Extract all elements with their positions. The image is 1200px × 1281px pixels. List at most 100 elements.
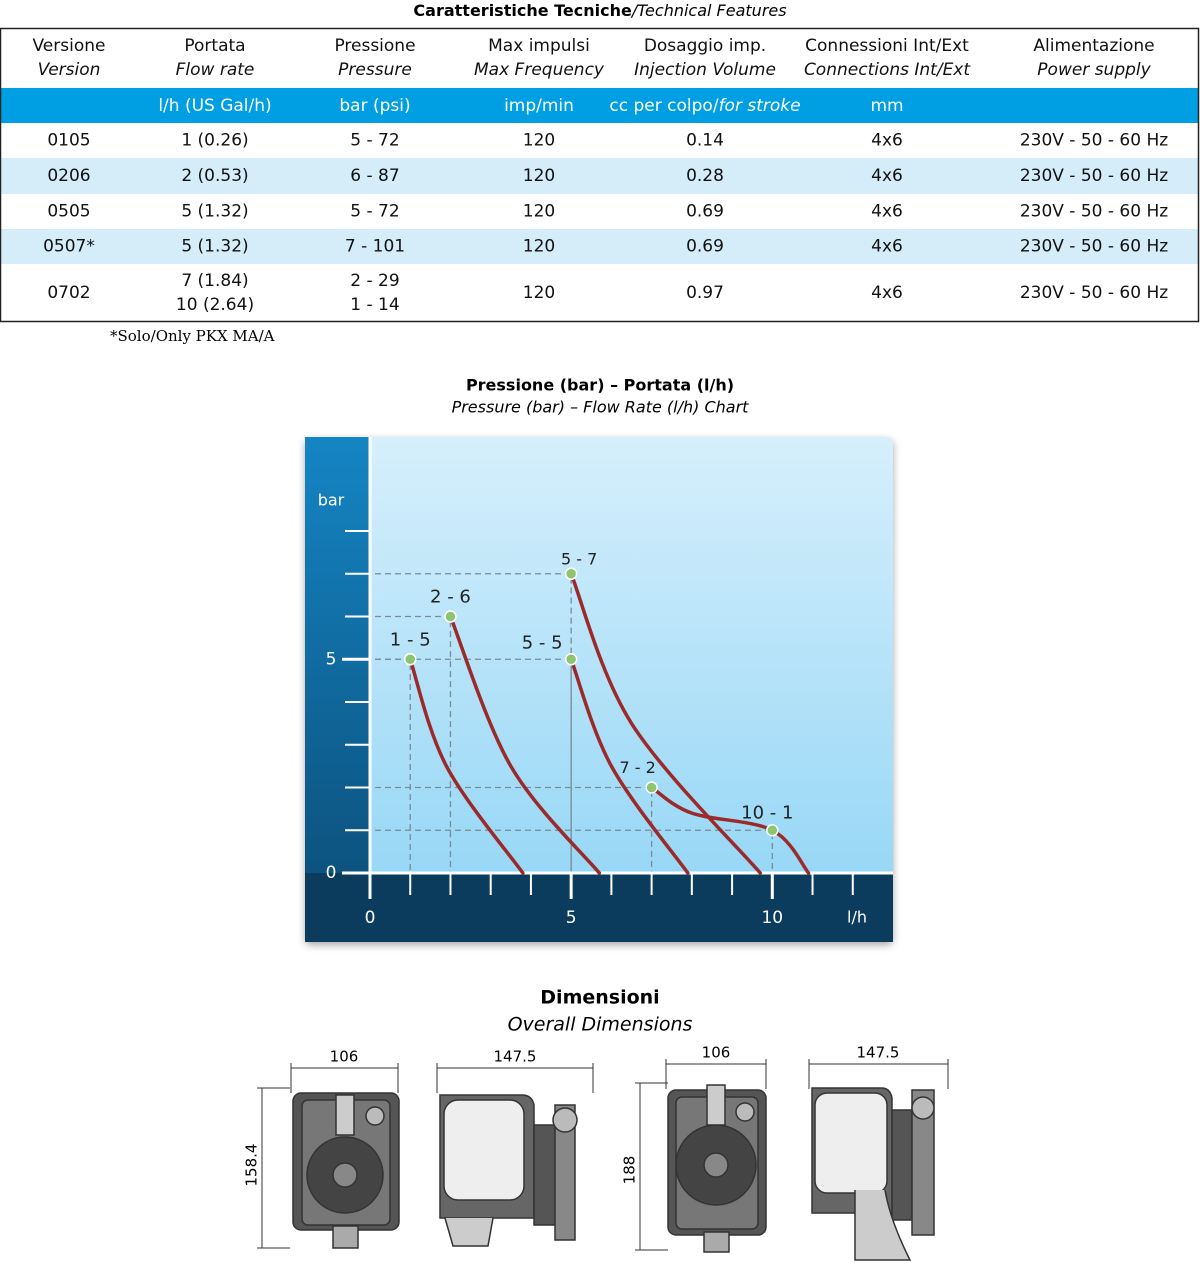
cell: 4x6	[871, 166, 903, 186]
cell: 4x6	[871, 131, 903, 151]
unit-part: cc per colpo/	[609, 96, 718, 116]
y-axis-label: bar	[318, 491, 345, 510]
row-bg	[1, 229, 1199, 264]
marker-label: 1 - 5	[390, 629, 431, 650]
cell: 0.69	[686, 202, 724, 222]
dims-title: Dimensioni	[540, 987, 659, 1009]
cell: 230V - 50 - 60 Hz	[1020, 166, 1168, 186]
unit: cc per colpo/for stroke	[609, 96, 800, 116]
cell: 120	[523, 237, 555, 257]
cell: 0.14	[686, 131, 724, 151]
marker-label: 7 - 2	[619, 758, 655, 777]
x-tick-label: 5	[566, 908, 577, 928]
cell: 1 - 14	[350, 295, 399, 315]
x-tick-label: 10	[761, 908, 783, 928]
dim-label: 147.5	[857, 1044, 900, 1062]
dim-line	[665, 1059, 767, 1089]
header-en: Version	[38, 60, 101, 80]
marker	[564, 653, 578, 666]
header-en: Injection Volume	[634, 60, 776, 80]
unit: bar (psi)	[339, 96, 410, 116]
cell: 7 - 101	[345, 237, 405, 257]
cell: 0702	[47, 283, 90, 303]
header-it: Portata	[184, 36, 245, 56]
cell: 230V - 50 - 60 Hz	[1020, 237, 1168, 257]
header-it: Max impulsi	[488, 36, 590, 56]
marker	[564, 567, 578, 581]
header-en: Power supply	[1037, 60, 1151, 80]
x-axis-band	[305, 873, 893, 942]
curve	[408, 657, 525, 875]
cell: 230V - 50 - 60 Hz	[1020, 202, 1168, 222]
header-it: Connessioni Int/Ext	[805, 36, 969, 56]
marker-label: 5 - 5	[522, 632, 563, 653]
guide-line	[345, 786, 653, 873]
table-title: Caratteristiche Tecniche/Technical Featu…	[413, 1, 786, 20]
cell: 120	[523, 166, 555, 186]
chart-panel	[305, 437, 893, 942]
marker-label: 10 - 1	[741, 802, 793, 823]
cell: 230V - 50 - 60 Hz	[1020, 283, 1168, 303]
cell: 120	[523, 283, 555, 303]
chart-subtitle: Pressure (bar) – Flow Rate (l/h) Chart	[452, 398, 750, 417]
dim-label: 106	[330, 1048, 359, 1066]
header-it: Pressione	[334, 36, 415, 56]
unit: l/h (US Gal/h)	[158, 96, 271, 116]
cell: 0.97	[686, 283, 724, 303]
marker	[645, 781, 658, 794]
cell: 4x6	[871, 202, 903, 222]
marker	[444, 610, 457, 623]
y-axis-band	[305, 437, 370, 942]
cell: 0105	[47, 131, 90, 151]
dim-line	[436, 1063, 594, 1093]
cell: 4x6	[871, 283, 903, 303]
cell: 0507*	[43, 237, 95, 257]
dim-line	[257, 1087, 290, 1249]
cell: 6 - 87	[350, 166, 399, 186]
cell: 0206	[47, 166, 90, 186]
title-en: /Technical Features	[630, 1, 787, 20]
table-border	[0, 27, 1200, 323]
cell: 2 - 29	[350, 271, 399, 291]
cell: 0505	[47, 202, 90, 222]
units-bg	[1, 88, 1199, 123]
y-tick-label: 0	[326, 863, 337, 883]
header-en: Max Frequency	[474, 60, 605, 80]
guide-line	[345, 829, 773, 873]
drawings	[292, 1084, 935, 1261]
guide-line	[345, 658, 572, 873]
curve	[569, 657, 690, 875]
cell: 120	[523, 131, 555, 151]
cell: 230V - 50 - 60 Hz	[1020, 131, 1168, 151]
header-en: Connections Int/Ext	[804, 60, 971, 80]
dim-line	[808, 1059, 949, 1089]
y-tick-label: 5	[326, 649, 337, 669]
footnote: *Solo/Only PKX MA/A	[110, 327, 275, 345]
chart-title: Pressione (bar) – Portata (l/h)	[466, 376, 734, 395]
cell: 5 (1.32)	[181, 202, 248, 222]
cell: 0.69	[686, 237, 724, 257]
curve	[649, 785, 811, 875]
cell: 2 (0.53)	[181, 166, 248, 186]
row-bg	[1, 158, 1199, 194]
cell: 5 - 72	[350, 131, 399, 151]
curve	[448, 614, 602, 875]
title-it: Caratteristiche Tecniche	[413, 1, 632, 20]
cell: 120	[523, 202, 555, 222]
marker	[766, 824, 779, 837]
dim-label: 147.5	[494, 1048, 537, 1066]
marker	[403, 653, 417, 666]
unit: mm	[870, 96, 903, 116]
cell: 0.28	[686, 166, 724, 186]
x-axis-label: l/h	[847, 908, 867, 927]
curve	[569, 572, 762, 875]
unit-part: for stroke	[719, 96, 801, 116]
marker-label: 5 - 7	[561, 549, 597, 568]
dim-label: 106	[702, 1044, 731, 1062]
x-tick-label: 0	[365, 908, 376, 928]
dim-line	[290, 1063, 399, 1093]
dim-label: 158.4	[243, 1144, 261, 1187]
cell: 7 (1.84)	[181, 271, 248, 291]
